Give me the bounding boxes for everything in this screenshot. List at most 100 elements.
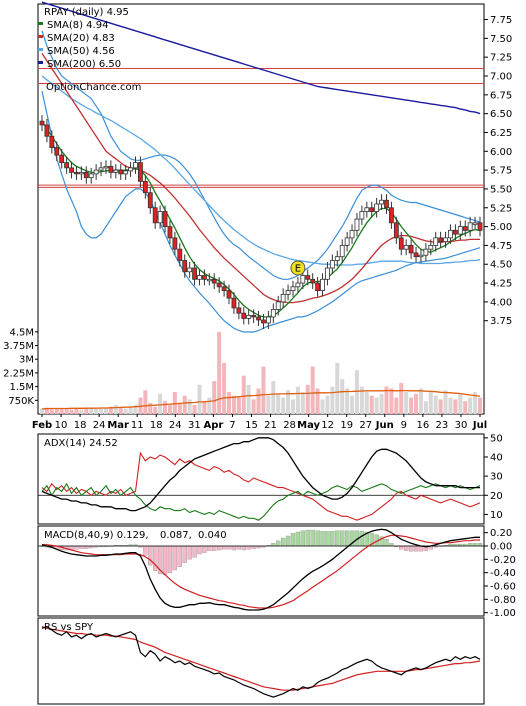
volume-bar bbox=[305, 384, 310, 414]
volume-bar bbox=[84, 407, 89, 414]
macd-label: MACD(8,40,9) 0.129, bbox=[44, 530, 149, 541]
candle-body bbox=[69, 167, 74, 173]
candle-body bbox=[300, 275, 306, 284]
candle-body bbox=[329, 260, 335, 269]
price-tick-label: 3.75 bbox=[490, 316, 512, 327]
volume-bar bbox=[128, 405, 133, 414]
x-axis-label: 23 bbox=[436, 420, 449, 431]
volume-tick-label: 1.5M bbox=[9, 382, 34, 393]
candle-body bbox=[39, 120, 45, 126]
macd-tick-label: -0.60 bbox=[490, 582, 516, 593]
candle-body bbox=[359, 211, 365, 220]
macd-tick-label: 0.00 bbox=[490, 542, 512, 553]
volume-bar bbox=[468, 397, 473, 414]
macd-histogram-bar bbox=[276, 540, 281, 547]
macd-histogram-bar bbox=[182, 545, 187, 563]
macd-histogram-bar bbox=[300, 530, 305, 547]
volume-bar bbox=[374, 397, 379, 414]
volume-bar bbox=[192, 404, 197, 414]
x-axis-label: May bbox=[297, 420, 320, 431]
x-axis-label: Apr bbox=[203, 420, 223, 431]
macd-panel-frame bbox=[37, 525, 485, 617]
volume-bar bbox=[202, 401, 207, 414]
macd-histogram-bar bbox=[344, 530, 350, 547]
candle-body bbox=[246, 315, 252, 319]
volume-bar bbox=[394, 397, 399, 414]
candle-body bbox=[202, 275, 207, 280]
earnings-marker-label: E bbox=[295, 264, 301, 275]
volume-bar bbox=[364, 392, 369, 414]
candle-body bbox=[270, 309, 276, 318]
volume-bar bbox=[64, 408, 69, 414]
volume-tick-label: 3M bbox=[19, 355, 34, 366]
candle-body bbox=[398, 237, 404, 250]
macd-histogram-bar bbox=[231, 545, 237, 551]
macd-histogram-bar bbox=[280, 537, 286, 547]
x-axis-label: 18 bbox=[74, 420, 87, 431]
x-axis-label: 24 bbox=[93, 420, 106, 431]
candle-body bbox=[187, 267, 193, 273]
volume-bar bbox=[69, 409, 74, 414]
price-tick-label: 5.00 bbox=[490, 222, 512, 233]
candle-body bbox=[128, 167, 133, 172]
macd-histogram-bar bbox=[384, 539, 389, 547]
candle-body bbox=[280, 293, 286, 303]
x-axis-label: 18 bbox=[150, 420, 163, 431]
volume-bar bbox=[335, 362, 340, 414]
candle-body bbox=[290, 286, 296, 291]
candle-body bbox=[320, 278, 325, 291]
macd-histogram-bar bbox=[207, 545, 212, 551]
price-tick-label: 7.00 bbox=[490, 72, 512, 83]
volume-bar bbox=[458, 393, 463, 414]
adx-tick-label: 40 bbox=[490, 452, 503, 463]
candle-body bbox=[113, 169, 119, 173]
volume-average-line bbox=[41, 389, 481, 410]
price-tick-label: 5.25 bbox=[490, 203, 512, 214]
candle-body bbox=[349, 229, 355, 239]
candle-body bbox=[477, 222, 483, 231]
macd-histogram-bar bbox=[295, 531, 301, 547]
rs-average-line bbox=[41, 626, 481, 691]
volume-bar bbox=[49, 409, 54, 414]
watermark: OptionChance.com bbox=[46, 82, 141, 93]
bollinger-lower-line bbox=[41, 90, 481, 333]
volume-bar bbox=[118, 407, 123, 414]
price-tick-label: 7.50 bbox=[490, 34, 512, 45]
volume-bar bbox=[177, 403, 182, 414]
candle-body bbox=[305, 275, 311, 280]
x-axis-label: 19 bbox=[340, 420, 353, 431]
rs-panel-frame bbox=[37, 617, 485, 705]
volume-bar bbox=[438, 399, 443, 414]
volume-bar bbox=[251, 399, 256, 414]
macd-histogram-bar bbox=[359, 531, 365, 547]
candle-body bbox=[339, 245, 345, 258]
volume-bar bbox=[290, 399, 295, 414]
sma200-line bbox=[41, 1, 481, 115]
volume-tick-label: 3.75M bbox=[3, 341, 34, 352]
macd-line bbox=[41, 528, 480, 611]
volume-bar bbox=[153, 406, 158, 414]
macd-histogram-bar bbox=[148, 545, 153, 566]
volume-bar bbox=[74, 408, 79, 414]
candle-body bbox=[74, 171, 79, 175]
macd-tick-label: -0.40 bbox=[490, 568, 516, 579]
macd-histogram-bar bbox=[217, 545, 222, 551]
candle-body bbox=[448, 229, 453, 239]
candle-body bbox=[108, 165, 114, 173]
volume-bar bbox=[123, 408, 128, 414]
macd-histogram-bar bbox=[187, 545, 192, 560]
x-axis-label: 9 bbox=[401, 420, 407, 431]
volume-bar bbox=[231, 395, 236, 414]
candle-body bbox=[182, 260, 188, 273]
volume-bar bbox=[448, 397, 453, 414]
candle-body bbox=[206, 278, 212, 282]
price-tick-label: 4.25 bbox=[490, 279, 512, 290]
earnings-marker bbox=[290, 260, 306, 276]
macd-histogram-bar bbox=[172, 545, 178, 571]
candle-body bbox=[364, 207, 370, 212]
volume-bar bbox=[473, 392, 478, 414]
price-tick-label: 5.50 bbox=[490, 184, 512, 195]
candle-body bbox=[211, 278, 217, 284]
candle-body bbox=[261, 319, 266, 324]
adx-label: ADX(14) 24.52 bbox=[44, 438, 118, 449]
